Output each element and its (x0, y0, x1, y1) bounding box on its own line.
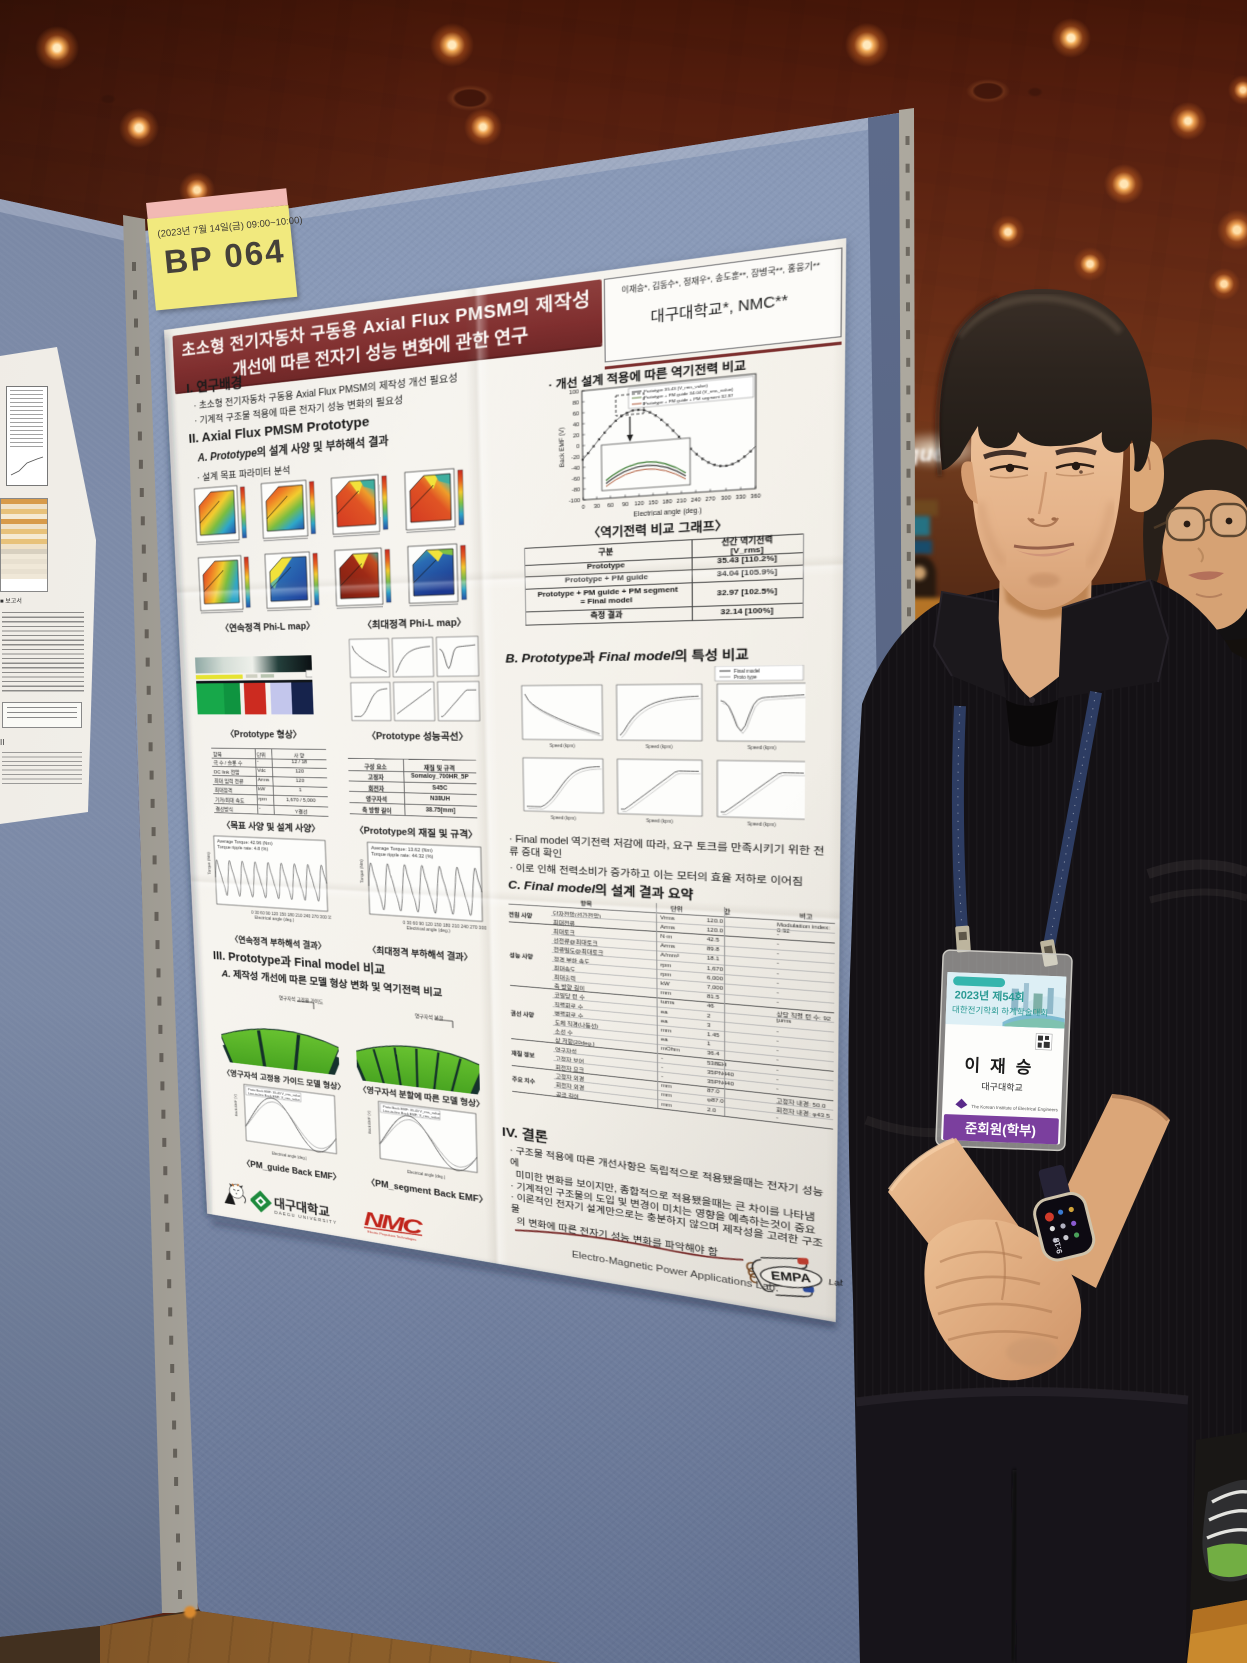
svg-text:270: 270 (705, 496, 716, 503)
svg-text:100: 100 (569, 389, 579, 396)
svg-text:Torque ripple rate: 4.8 (%): Torque ripple rate: 4.8 (%) (217, 844, 269, 851)
svg-text:영구자석 분할: 영구자석 분할 (415, 1012, 444, 1022)
svg-text:80: 80 (572, 400, 579, 407)
svg-text:Torque (Nm): Torque (Nm) (206, 851, 212, 874)
svg-text:Torque (Nm): Torque (Nm) (359, 859, 365, 884)
svg-text:Average Torque: 42.96 (Nm): Average Torque: 42.96 (Nm) (217, 839, 273, 846)
svg-text:360: 360 (750, 493, 761, 500)
svg-text:20: 20 (573, 432, 580, 438)
svg-text:9:18: 9:18 (1052, 1236, 1065, 1254)
svg-text:120: 120 (634, 500, 644, 507)
svg-text:Electrical angle (deg.): Electrical angle (deg.) (272, 1152, 308, 1161)
svg-text:Speed (kpm): Speed (kpm) (747, 822, 777, 828)
svg-text:대한전기학회 하계학술대회: 대한전기학회 하계학술대회 (952, 1004, 1049, 1018)
svg-text:0: 0 (576, 443, 580, 449)
svg-text:Prototype 35.43 (V_rms_value): Prototype 35.43 (V_rms_value) (644, 383, 708, 394)
svg-text:-20: -20 (571, 454, 580, 460)
svg-text:Speed (kpm): Speed (kpm) (645, 745, 673, 750)
svg-text:180: 180 (662, 498, 673, 505)
svg-text:150: 150 (648, 499, 658, 506)
svg-text:Speed (kpm): Speed (kpm) (551, 816, 577, 821)
svg-text:Electrical angle (deg.): Electrical angle (deg.) (255, 915, 295, 923)
svg-text:Proto Back EMF: 35.43 V_rms_va: Proto Back EMF: 35.43 V_rms_value (383, 1105, 441, 1116)
svg-text:EMPA: EMPA (770, 1270, 811, 1286)
svg-text:Speed (kpm): Speed (kpm) (549, 744, 576, 749)
svg-text:Back EMF (V): Back EMF (V) (367, 1110, 372, 1134)
svg-text:-80: -80 (572, 487, 581, 493)
svg-text:330: 330 (736, 494, 747, 501)
svg-text:Proto type: Proto type (734, 675, 757, 680)
svg-text:Electrical angle (deg.): Electrical angle (deg.) (633, 508, 702, 519)
svg-text:Electrical angle (deg.): Electrical angle (deg.) (407, 1170, 446, 1180)
svg-text:Back EMF (V): Back EMF (V) (559, 427, 567, 467)
svg-text:Torque ripple rate: 44.32 (%): Torque ripple rate: 44.32 (%) (371, 851, 434, 859)
svg-text:이재승: 이재승 (964, 1056, 1042, 1078)
svg-text:-60: -60 (572, 476, 581, 482)
svg-text:Speed (kpm): Speed (kpm) (646, 819, 674, 824)
svg-text:Final model: Final model (734, 669, 760, 674)
svg-text:-100: -100 (569, 497, 581, 504)
svg-text:영구자석 고정용 가이드: 영구자석 고정용 가이드 (279, 995, 324, 1006)
svg-text:-40: -40 (571, 465, 580, 471)
svg-text:30: 30 (594, 503, 601, 509)
svg-text:Proto Back EMF: 35.43 V_rms_va: Proto Back EMF: 35.43 V_rms_value (248, 1088, 301, 1098)
svg-text:60: 60 (573, 410, 580, 416)
svg-text:90: 90 (622, 501, 629, 507)
svg-text:대구대학교: 대구대학교 (981, 1081, 1023, 1093)
svg-text:60: 60 (607, 502, 614, 508)
svg-text:Speed (kpm): Speed (kpm) (747, 746, 777, 751)
svg-text:40: 40 (573, 421, 580, 427)
svg-text:The Korean Institute of Electr: The Korean Institute of Electrical Engin… (971, 1104, 1058, 1112)
svg-text:210: 210 (676, 497, 687, 504)
svg-text:Electrical angle (deg.): Electrical angle (deg.) (407, 925, 451, 933)
svg-text:준회원(학부): 준회원(학부) (965, 1121, 1037, 1139)
svg-text:0: 0 (582, 504, 586, 510)
svg-text:Line-to-line Back EMF: V_rms_v: Line-to-line Back EMF: V_rms_value (248, 1091, 300, 1101)
svg-text:Lab.: Lab. (828, 1277, 843, 1288)
svg-text:Average Torque: 13.62 (Nm): Average Torque: 13.62 (Nm) (371, 845, 433, 853)
svg-text:0 30 60 90 120 150 180 210 24: 0 30 60 90 120 150 180 210 240 270 300 3… (251, 910, 331, 921)
svg-text:Line-to-line Back EMF: V_rms_v: Line-to-line Back EMF: V_rms_value (383, 1109, 440, 1120)
svg-text:Back EMF (V): Back EMF (V) (234, 1093, 239, 1116)
svg-text:300: 300 (721, 495, 732, 502)
svg-text:240: 240 (691, 497, 702, 504)
svg-text:2023년 제54회: 2023년 제54회 (954, 987, 1025, 1004)
